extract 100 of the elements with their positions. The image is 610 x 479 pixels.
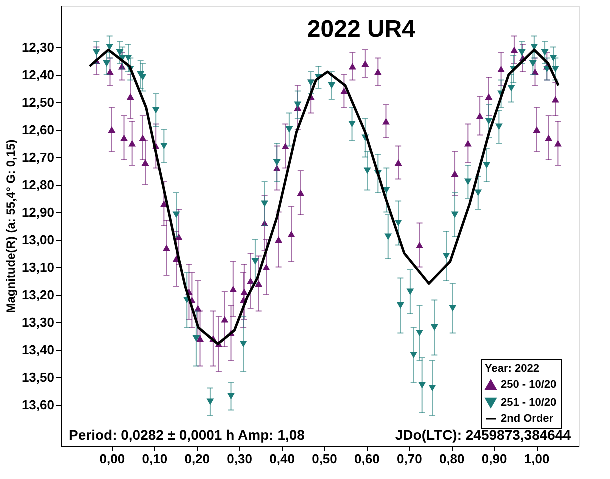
point: [364, 168, 372, 174]
point: [124, 55, 132, 62]
point: [120, 134, 128, 142]
point: [362, 60, 370, 67]
point: [406, 288, 414, 296]
point: [418, 382, 426, 389]
point: [382, 118, 390, 125]
y-tick-label: 12,60: [22, 122, 54, 138]
point: [106, 44, 114, 50]
point: [510, 46, 518, 54]
y-tick-label: 12,90: [22, 204, 54, 220]
point: [194, 305, 202, 312]
annotation: JDo(LTC): 2459873,384644: [395, 427, 572, 443]
point: [255, 280, 263, 287]
x-tick-label: 0,90: [482, 452, 508, 466]
point: [554, 140, 562, 147]
point: [196, 336, 204, 342]
point: [262, 264, 270, 270]
point: [384, 234, 392, 240]
point: [340, 88, 348, 94]
point: [396, 302, 404, 309]
chart-title: 2022 UR4: [307, 16, 416, 43]
point: [449, 305, 457, 312]
point: [428, 385, 436, 392]
point: [294, 102, 302, 108]
point: [416, 242, 424, 248]
point: [529, 60, 537, 67]
point: [485, 118, 493, 125]
y-tick-label: 12,40: [22, 67, 54, 82]
point: [533, 126, 541, 133]
point: [552, 96, 560, 103]
x-tick-label: 0,10: [142, 452, 168, 466]
x-tick-label: 0,50: [312, 452, 338, 466]
y-tick-label: 12,70: [22, 150, 54, 165]
point: [240, 341, 248, 348]
y-axis-title: Magnitude(R) (a: 55,4° G: 0,15): [4, 140, 18, 314]
point: [328, 82, 336, 89]
x-tick-label: 0,00: [100, 452, 126, 466]
point: [348, 63, 356, 70]
point: [273, 160, 281, 166]
point: [474, 190, 482, 196]
legend-label: 2nd Order: [501, 413, 554, 425]
legend-label: 251 - 10/20: [501, 397, 557, 409]
point: [394, 220, 402, 226]
point: [139, 134, 147, 142]
point: [282, 143, 290, 150]
point: [307, 80, 315, 86]
point: [382, 187, 390, 194]
point: [498, 66, 506, 72]
point: [230, 286, 238, 292]
legend-label: 250 - 10/20: [501, 379, 557, 391]
point: [221, 316, 229, 323]
point: [273, 165, 281, 172]
point: [518, 50, 526, 56]
point: [106, 68, 114, 76]
point: [476, 112, 484, 120]
legend-title: Year: 2022: [485, 363, 540, 375]
annotation: Period: 0,0282 ± 0,0001 h Amp: 1,08: [69, 427, 306, 443]
point: [163, 244, 170, 252]
point: [464, 140, 472, 147]
point: [374, 68, 382, 76]
point: [275, 236, 283, 243]
point: [116, 50, 124, 56]
point: [442, 253, 450, 260]
point: [228, 393, 235, 400]
y-tick-label: 12,80: [22, 177, 54, 192]
point: [288, 231, 296, 238]
point: [108, 126, 116, 133]
point: [240, 288, 248, 296]
point: [495, 124, 503, 130]
point: [152, 107, 160, 114]
point: [541, 50, 549, 56]
point: [118, 63, 126, 70]
point: [103, 60, 111, 67]
point: [92, 50, 100, 56]
point: [261, 200, 269, 208]
point: [348, 121, 356, 128]
point: [261, 220, 269, 226]
y-tick-label: 12,30: [22, 40, 54, 55]
point: [175, 234, 183, 240]
x-tick-label: 0,70: [397, 452, 422, 466]
y-tick-label: 13,20: [22, 287, 54, 302]
point: [410, 352, 418, 358]
point: [160, 143, 168, 150]
point: [128, 140, 136, 147]
y-tick-label: 13,40: [22, 342, 54, 358]
point: [532, 68, 539, 76]
point: [508, 85, 516, 92]
point: [126, 94, 134, 100]
x-tick-label: 0,40: [270, 452, 295, 466]
point: [451, 212, 459, 218]
y-tick-label: 13,30: [22, 314, 54, 330]
x-tick-label: 0,60: [354, 452, 380, 466]
point: [430, 324, 438, 331]
y-tick-label: 13,60: [22, 397, 54, 412]
point: [142, 160, 150, 166]
point: [172, 212, 180, 218]
point: [252, 258, 260, 265]
point: [552, 66, 560, 72]
point: [192, 336, 200, 342]
